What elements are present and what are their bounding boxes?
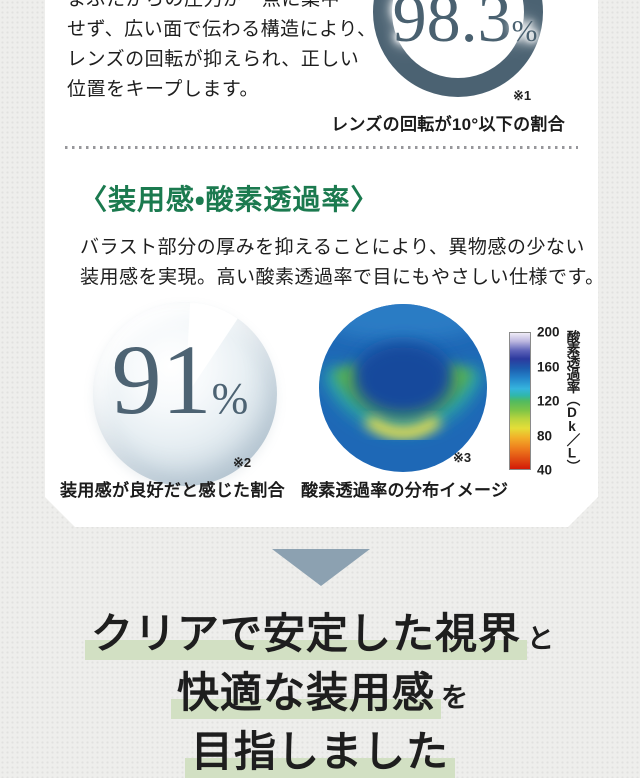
colorbar-tick: 200 bbox=[537, 324, 560, 340]
conclusion-line-3: 目指しました bbox=[0, 725, 640, 778]
heatmap-lens-image bbox=[319, 304, 487, 472]
particle-text: と bbox=[527, 624, 555, 654]
oxygen-heatmap bbox=[318, 303, 488, 473]
colorbar-tick: 80 bbox=[537, 428, 553, 443]
paragraph-line: 装用感を実現。高い酸素透過率で目にもやさしい仕様です。 bbox=[80, 267, 605, 288]
stat-caption-comfort: 装用感が良好だと感じた割合 bbox=[60, 481, 285, 500]
stat-number: 98.3 bbox=[392, 0, 512, 56]
colorbar-tick: 40 bbox=[537, 462, 553, 478]
stability-paragraph: まぶたからの圧力が一点に集中 せず、広い面で伝わる構造により、 レンズの回転が抑… bbox=[67, 0, 377, 105]
paragraph-line: レンズの回転が抑えられ、正しい bbox=[67, 49, 360, 70]
paragraph-line: バラスト部分の厚みを抑えることにより、異物感の少ない bbox=[80, 237, 585, 258]
colorbar-ticks: 200 160 120 80 40 bbox=[537, 325, 573, 478]
colorbar-axis-label: 酸素透過率（Dk／L） bbox=[564, 330, 580, 472]
bubble-chart-91 bbox=[93, 302, 277, 486]
percent-unit: % bbox=[511, 13, 538, 48]
highlighted-text: クリアで安定した視界 bbox=[84, 610, 527, 660]
highlighted-text: 快適な装用感 bbox=[170, 669, 441, 719]
colorbar-tick: 160 bbox=[537, 359, 560, 374]
feature-card: まぶたからの圧力が一点に集中 せず、広い面で伝わる構造により、 レンズの回転が抑… bbox=[45, 0, 598, 527]
highlighted-text: 目指しました bbox=[184, 728, 455, 778]
paragraph-line: せず、広い面で伝わる構造により、 bbox=[67, 19, 377, 40]
percent-unit: % bbox=[211, 374, 249, 423]
stat-caption-rotation: レンズの回転が10°以下の割合 bbox=[331, 115, 565, 134]
paragraph-line: まぶたからの圧力が一点に集中 bbox=[67, 0, 377, 15]
conclusion-line-1: クリアで安定した視界と bbox=[0, 607, 640, 666]
footnote-mark-1: ※1 bbox=[513, 88, 532, 103]
paragraph-line: 位置をキープします。 bbox=[67, 79, 259, 100]
colorbar-tick: 120 bbox=[537, 393, 560, 409]
section-heading: 〈装用感・酸素透過率〉 bbox=[79, 184, 380, 215]
stat-value-comfort: 91% bbox=[55, 330, 305, 430]
conclusion-line-2: 快適な装用感を bbox=[0, 666, 640, 725]
footnote-mark-2: ※2 bbox=[233, 455, 252, 470]
dotted-divider bbox=[65, 146, 578, 149]
comfort-paragraph: バラスト部分の厚みを抑えることにより、異物感の少ない 装用感を実現。高い酸素透過… bbox=[80, 233, 605, 293]
conclusion-heading: クリアで安定した視界と 快適な装用感を 目指しました bbox=[0, 607, 640, 778]
footnote-mark-3: ※3 bbox=[453, 450, 472, 465]
colorbar-gradient bbox=[509, 332, 531, 470]
heatmap-caption: 酸素透過率の分布イメージ bbox=[301, 481, 509, 500]
particle-text: を bbox=[441, 683, 469, 713]
stat-value-rotation: 98.3% bbox=[340, 0, 590, 52]
down-arrow-icon bbox=[272, 549, 370, 586]
stat-number: 91 bbox=[111, 324, 212, 435]
